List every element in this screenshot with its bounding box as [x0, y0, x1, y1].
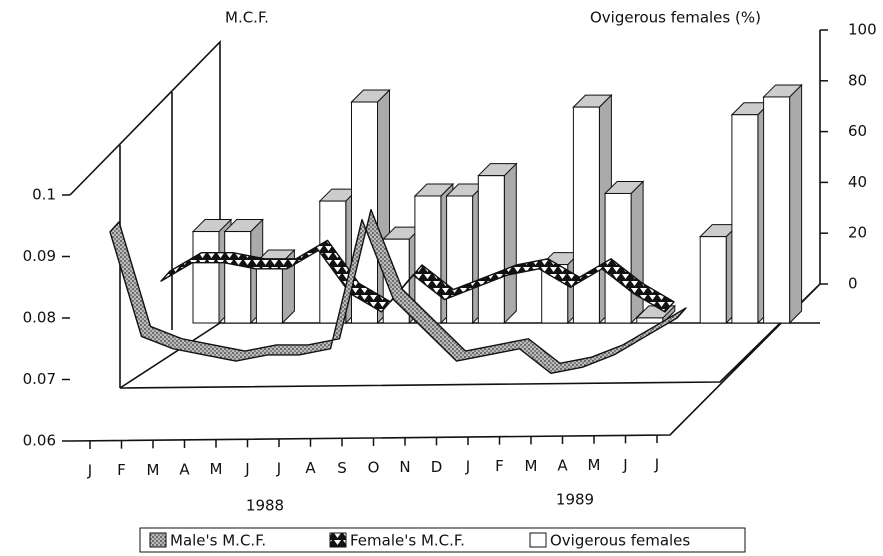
y2-axis-title: Ovigerous females (%) — [590, 9, 761, 27]
bar-front — [604, 192, 632, 324]
x-tick-label: S — [337, 459, 347, 477]
x-tick-label: F — [117, 461, 126, 479]
bar-side — [789, 83, 803, 325]
year-label: 1988 — [246, 497, 284, 515]
legend-swatch — [329, 532, 347, 548]
x-tick-label: M — [210, 460, 223, 478]
legend-label: Male's M.C.F. — [170, 532, 266, 550]
legend-box — [139, 527, 746, 553]
x-tick-label: A — [305, 459, 316, 477]
bar — [477, 162, 518, 325]
x-tick-label: O — [368, 459, 380, 477]
y-axis-title: M.C.F. — [225, 9, 269, 27]
x-tick-label: N — [399, 458, 410, 476]
bar-front — [699, 236, 727, 324]
x-tick-label: M — [147, 461, 160, 479]
ribbon — [109, 208, 687, 375]
y2-tick-label: 0 — [848, 275, 858, 293]
y-tick-label: 0.07 — [23, 370, 56, 388]
x-tick-label: J — [244, 460, 249, 478]
y-tick-label: 0.09 — [23, 247, 56, 265]
bar-side — [503, 162, 517, 325]
y2-tick-label: 80 — [848, 71, 867, 89]
y-tick-label: 0.1 — [32, 186, 56, 204]
x-tick-label: J — [276, 460, 281, 478]
legend-swatch — [529, 532, 547, 548]
bar — [603, 180, 645, 325]
bar-side — [630, 180, 644, 325]
year-label: 1989 — [556, 491, 594, 509]
y2-tick-label: 100 — [848, 21, 877, 39]
ribbon — [160, 239, 675, 313]
legend-label: Female's M.C.F. — [350, 532, 465, 550]
bar-front — [731, 114, 759, 324]
bar-front — [255, 261, 283, 324]
bar-front — [192, 231, 220, 324]
legend-label: Ovigerous females — [550, 532, 690, 550]
x-tick-label: M — [525, 457, 538, 475]
bar-front — [572, 106, 600, 324]
x-tick-label: J — [465, 458, 470, 476]
x-tick-label: A — [557, 457, 568, 475]
x-tick-label: M — [588, 456, 601, 474]
x-tick-label: J — [622, 456, 627, 474]
y2-tick-label: 20 — [848, 224, 867, 242]
bar-front — [636, 317, 664, 324]
x-tick-label: J — [654, 456, 659, 474]
legend-swatch — [149, 532, 167, 548]
y-tick-label: 0.08 — [23, 309, 56, 327]
y2-tick-label: 60 — [848, 122, 867, 140]
x-tick-label: D — [431, 458, 443, 476]
bar-front — [446, 195, 474, 324]
y-tick-label: 0.06 — [23, 432, 56, 450]
x-tick-label: J — [87, 462, 92, 480]
bar — [762, 83, 803, 325]
bar-front — [414, 195, 442, 324]
x-tick-label: A — [179, 461, 190, 479]
x-tick-label: F — [495, 457, 504, 475]
bar-front — [763, 96, 791, 324]
bar-front — [224, 231, 252, 324]
bar-front — [477, 175, 505, 324]
y2-tick-label: 40 — [848, 173, 867, 191]
